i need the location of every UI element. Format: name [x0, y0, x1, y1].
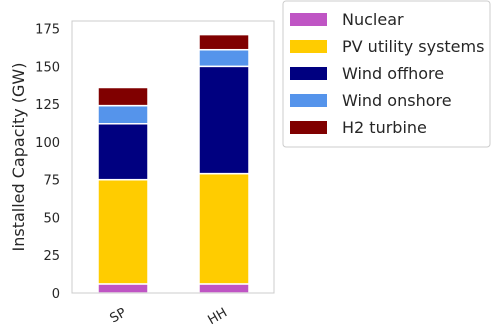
- legend-swatch: [290, 67, 327, 80]
- bar-hh-series-2: [198, 65, 250, 175]
- x-tick-label: SP: [108, 305, 130, 326]
- y-tick-label: 25: [43, 249, 60, 264]
- x-axis-ticks: SP HH: [108, 305, 230, 327]
- y-tick-label: 75: [43, 174, 60, 189]
- legend-label: PV utility systems: [342, 37, 484, 56]
- y-axis-ticks: 0 25 50 75 100 125 150 175: [35, 23, 60, 302]
- plot-frame: [71, 20, 275, 294]
- legend-label: Wind onshore: [342, 91, 452, 110]
- legend: Nuclear PV utility systems Wind offhore Win…: [282, 0, 491, 148]
- y-tick-label: 125: [35, 98, 60, 113]
- bar-sp-series-2: [97, 123, 149, 181]
- y-tick-label: 50: [43, 211, 60, 226]
- legend-label: Wind offhore: [342, 64, 444, 83]
- bar-sp-series-4: [97, 86, 149, 107]
- bar-sp-series-3: [97, 104, 149, 125]
- plot-area: [97, 33, 250, 294]
- legend-frame: [282, 0, 491, 148]
- y-axis-label: Installed Capacity (GW): [9, 63, 28, 252]
- legend-swatch: [290, 94, 327, 107]
- y-tick-label: 0: [52, 287, 60, 302]
- x-tick-label: HH: [206, 305, 230, 327]
- bar-sp-series-0: [97, 283, 149, 294]
- legend-swatch: [290, 121, 327, 134]
- bar-hh-series-3: [198, 48, 250, 68]
- legend-swatch: [290, 40, 327, 53]
- bar-sp-series-1: [97, 178, 149, 285]
- legend-swatch: [290, 13, 327, 26]
- bar-hh-series-1: [198, 172, 250, 285]
- bar-hh-series-4: [198, 33, 250, 51]
- y-tick-label: 175: [35, 23, 60, 38]
- y-tick-label: 150: [35, 60, 60, 75]
- legend-label: Nuclear: [342, 10, 404, 29]
- bar-hh-series-0: [198, 283, 250, 294]
- y-tick-label: 100: [35, 136, 60, 151]
- legend-label: H2 turbine: [342, 118, 427, 137]
